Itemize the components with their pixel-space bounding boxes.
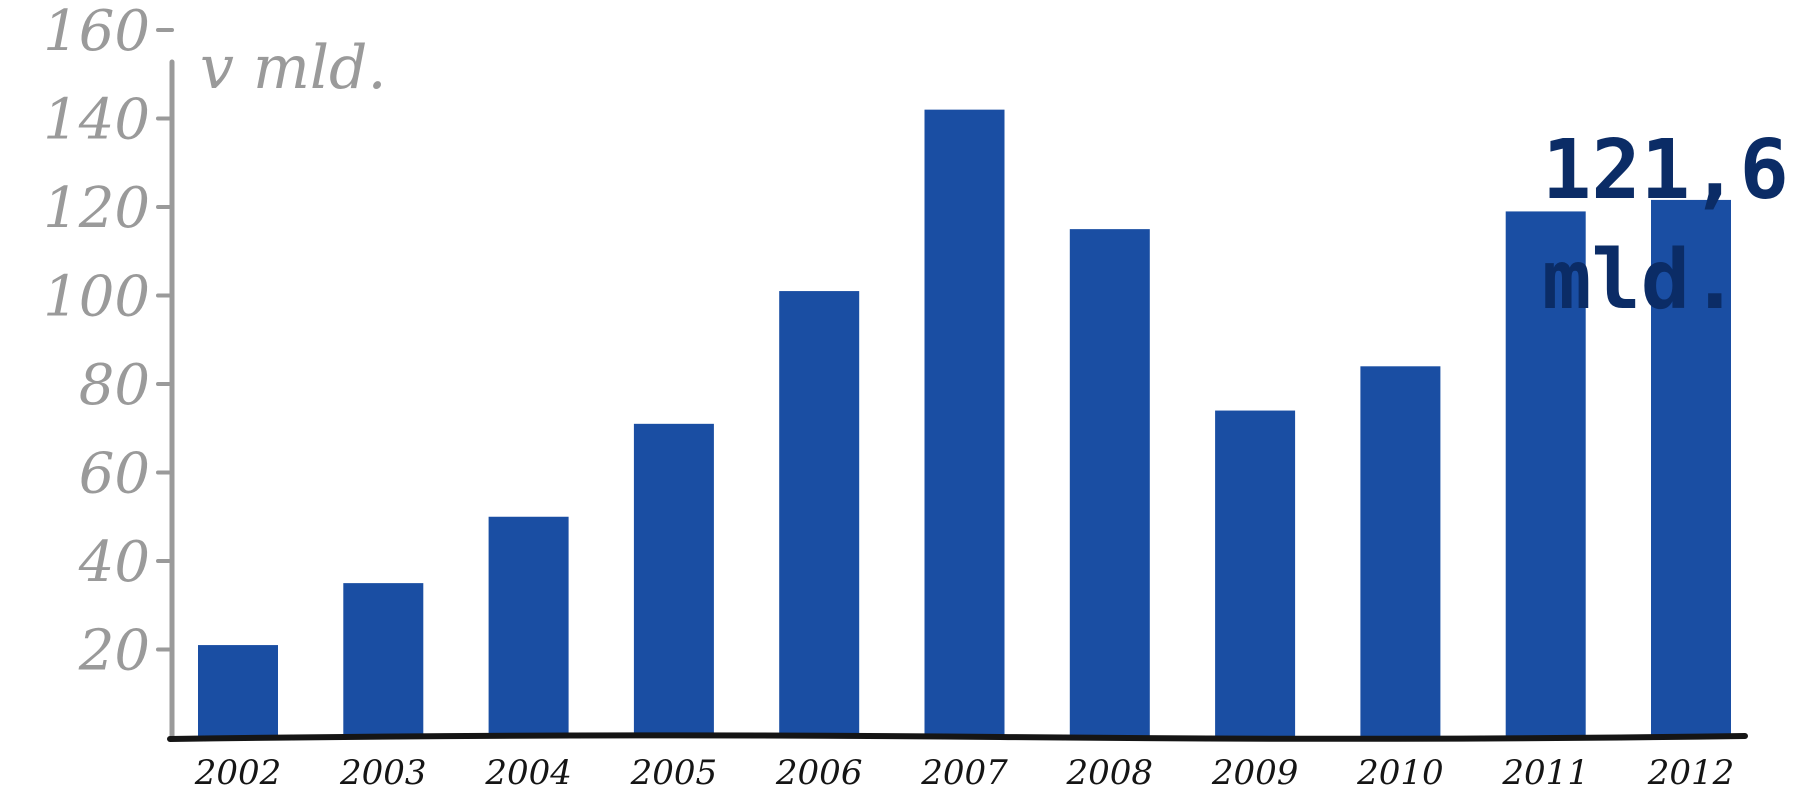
x-tick-label: 2003 (339, 753, 427, 793)
x-tick-label: 2010 (1356, 753, 1444, 793)
x-axis-line (167, 732, 1748, 742)
y-tick-label: 20 (78, 619, 150, 684)
x-tick-label: 2008 (1066, 753, 1154, 793)
callout-value: 121,6 (1542, 123, 1789, 218)
x-tick-label: 2002 (194, 753, 282, 793)
x-tick-label: 2007 (920, 753, 1008, 793)
bar-2004 (488, 516, 569, 738)
y-tick-label: 120 (43, 176, 150, 241)
callout-unit: mld. (1542, 233, 1739, 328)
y-tick-label: 100 (43, 265, 150, 330)
value-callout: 121,6 mld. (1542, 123, 1789, 328)
bar-2002 (198, 645, 278, 738)
x-tick-label: 2011 (1501, 753, 1589, 793)
bars-group (198, 109, 1731, 739)
x-tick-label: 2005 (630, 753, 718, 793)
bar-2010 (1360, 366, 1441, 738)
bar-2011 (1505, 211, 1586, 739)
x-tick-label: 2004 (484, 753, 572, 793)
x-tick-label: 2012 (1647, 753, 1735, 793)
y-axis: 20 40 60 80 100 120 140 160 (43, 0, 175, 741)
y-tick-label: 40 (78, 530, 150, 595)
y-tick-label: 160 (43, 0, 150, 64)
y-tick-label: 60 (79, 442, 150, 507)
bar-2008 (1069, 229, 1150, 738)
bar-2005 (633, 423, 714, 738)
x-axis: 2002 2003 2004 2005 2006 2007 2008 2009 2010 2011… (167, 732, 1748, 793)
x-tick-label: 2009 (1211, 753, 1299, 793)
x-tick-label: 2006 (775, 753, 863, 793)
bar-2003 (343, 583, 424, 738)
bar-2009 (1215, 410, 1296, 738)
y-axis-unit-label: v mld. (200, 33, 387, 103)
bar-2006 (779, 291, 860, 738)
bar-2012 (1651, 199, 1731, 739)
y-tick-label: 80 (79, 353, 150, 418)
bar-2007 (924, 109, 1005, 738)
y-tick-label: 140 (43, 88, 150, 153)
